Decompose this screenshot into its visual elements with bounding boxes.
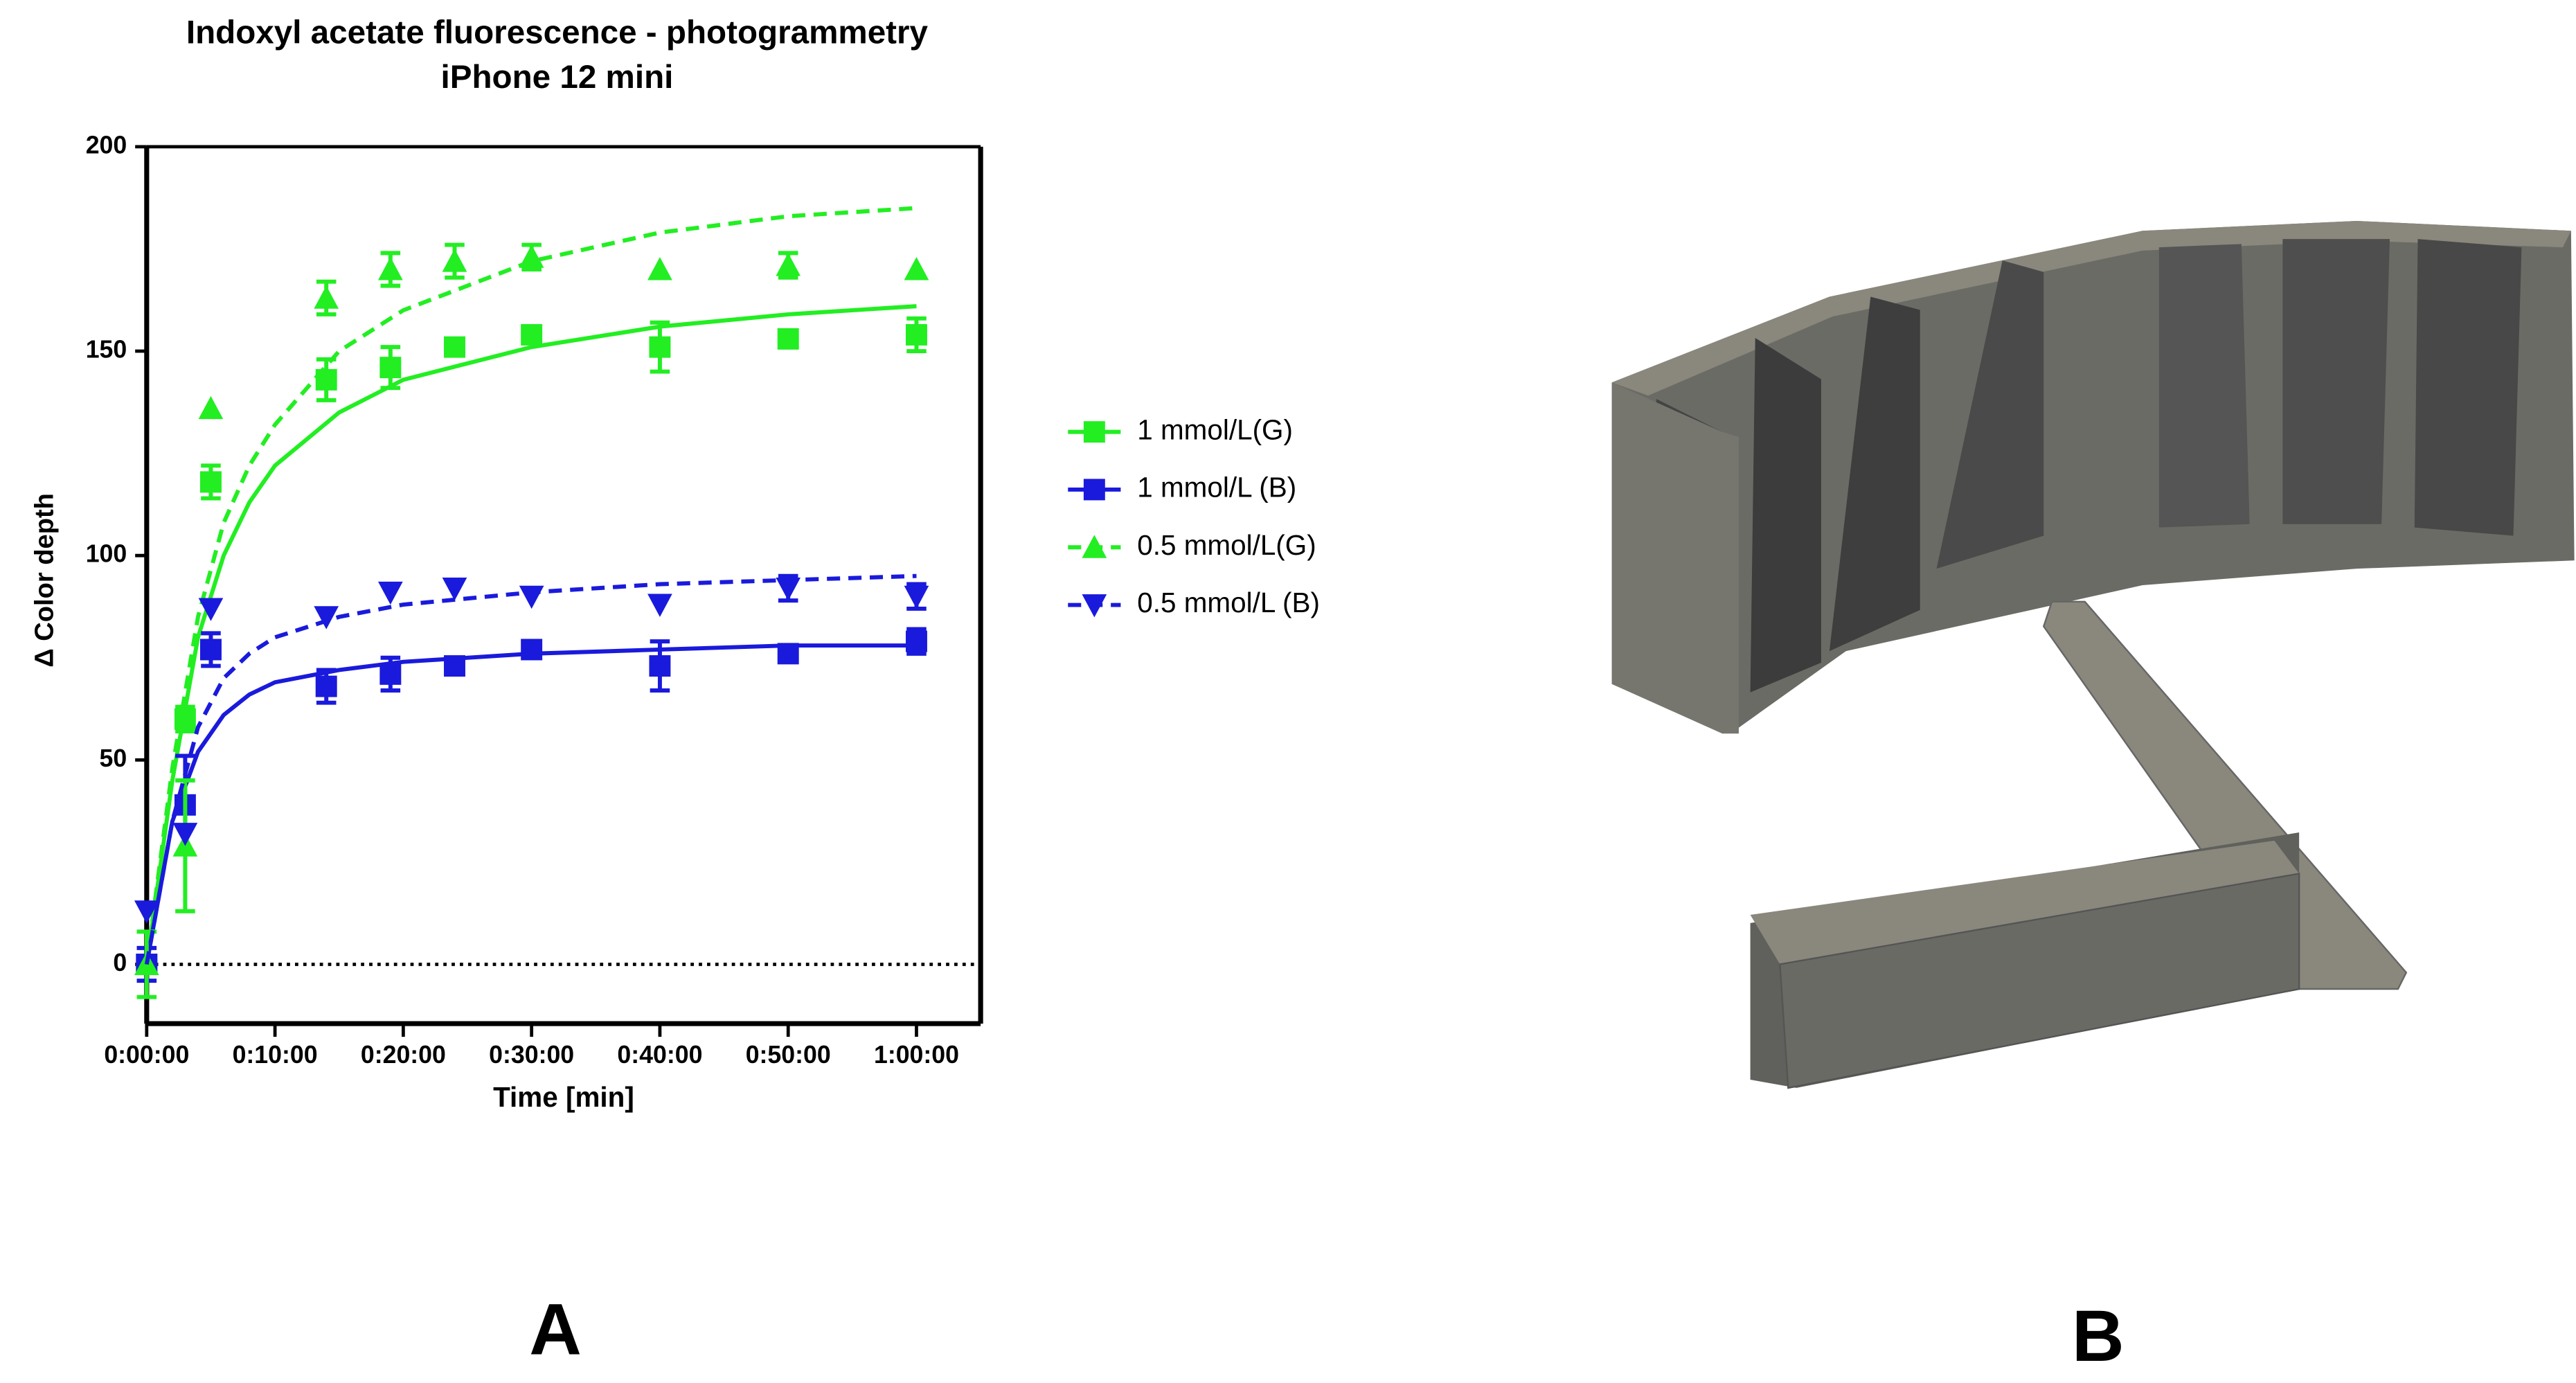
render-slot: [1936, 260, 2044, 569]
x-tick-label: 0:40:00: [617, 1041, 702, 1069]
marker: [777, 328, 799, 350]
marker: [377, 257, 403, 280]
x-tick-label: 0:10:00: [233, 1041, 318, 1069]
marker: [519, 244, 544, 268]
marker: [134, 900, 159, 924]
render-slot: [2414, 239, 2522, 536]
render-side: [1611, 382, 1739, 734]
x-tick-label: 0:30:00: [489, 1041, 574, 1069]
panel-label: B: [2072, 1296, 2125, 1377]
fit-curve: [144, 573, 917, 965]
marker: [647, 594, 672, 617]
fit-curve: [144, 206, 917, 965]
marker: [649, 336, 671, 358]
marker: [315, 675, 337, 697]
render-slot: [2282, 239, 2390, 524]
marker: [647, 257, 672, 280]
marker: [198, 598, 224, 621]
render-top: [1611, 220, 2571, 396]
marker: [904, 257, 929, 280]
device-render: [1611, 220, 2575, 1089]
fit-curve: [144, 643, 917, 965]
y-tick-label: 150: [86, 335, 127, 363]
marker: [199, 639, 222, 661]
chart-subtitle: iPhone 12 mini: [441, 59, 674, 96]
x-tick-label: 1:00:00: [874, 1041, 959, 1069]
render-slot: [2158, 244, 2250, 528]
x-tick-label: 0:20:00: [361, 1041, 446, 1069]
marker: [649, 655, 671, 677]
marker: [906, 630, 927, 652]
legend-label: 1 mmol/L (B): [1137, 472, 1296, 503]
marker: [377, 581, 403, 605]
fit-curve: [144, 304, 917, 965]
marker: [444, 336, 465, 358]
marker: [314, 606, 339, 630]
render-channel: [2042, 600, 2408, 990]
marker: [519, 585, 544, 609]
marker: [314, 285, 339, 309]
marker: [379, 357, 402, 379]
panel-label: A: [529, 1290, 582, 1371]
marker: [904, 585, 929, 609]
x-axis-label: Time [min]: [493, 1081, 634, 1113]
marker: [777, 643, 799, 665]
legend-label: 1 mmol/L(G): [1137, 413, 1293, 445]
render-reservoir-top: [1750, 840, 2300, 965]
y-tick-label: 0: [113, 949, 127, 976]
y-tick-label: 200: [86, 131, 127, 159]
render-slot: [1829, 296, 1920, 652]
marker: [444, 655, 465, 677]
marker: [442, 249, 467, 272]
marker: [776, 253, 801, 276]
marker: [442, 577, 467, 601]
marker: [199, 471, 222, 493]
marker: [1082, 535, 1107, 558]
chart-title: Indoxyl acetate fluorescence - photogram…: [186, 15, 929, 51]
marker: [521, 323, 543, 346]
marker: [906, 323, 927, 346]
marker: [1083, 421, 1105, 443]
render-slot: [1750, 337, 1821, 693]
legend-label: 0.5 mmol/L (B): [1137, 587, 1320, 618]
marker: [379, 663, 402, 685]
y-tick-label: 50: [100, 744, 127, 772]
marker: [1083, 479, 1105, 501]
render-wall: [1779, 873, 2300, 1089]
marker: [172, 823, 198, 846]
marker: [1082, 594, 1107, 618]
marker: [521, 639, 543, 661]
marker: [776, 577, 801, 601]
legend-label: 0.5 mmol/L(G): [1137, 529, 1316, 561]
marker: [198, 395, 224, 420]
x-tick-label: 0:00:00: [104, 1041, 189, 1069]
y-tick-label: 100: [86, 540, 127, 568]
x-tick-label: 0:50:00: [746, 1041, 831, 1069]
y-axis-label: Δ Color depth: [30, 493, 60, 668]
